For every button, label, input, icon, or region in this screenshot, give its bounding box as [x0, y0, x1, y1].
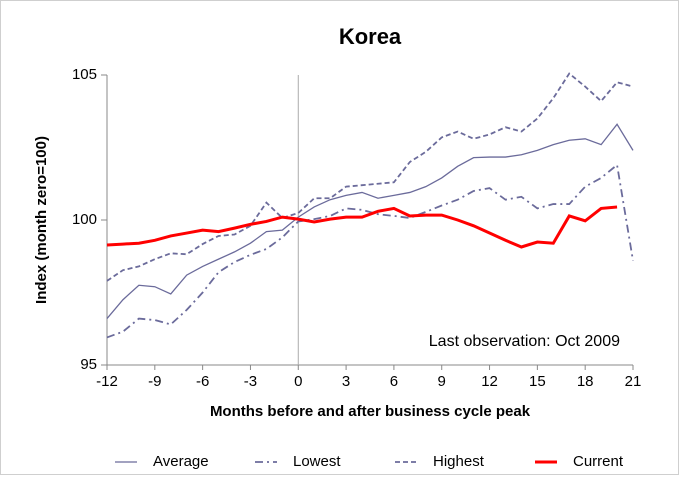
x-tick-label: 6: [390, 373, 398, 390]
series-line: [106, 72, 634, 282]
annotation: Last observation: Oct 2009: [429, 333, 620, 350]
y-axis-label: Index (month zero=100): [33, 136, 50, 304]
series-line: [106, 205, 618, 249]
x-tick-label: -9: [148, 373, 161, 390]
x-tick-label: -6: [196, 373, 209, 390]
x-tick-label: -12: [96, 373, 118, 390]
legend-label: Lowest: [293, 453, 341, 470]
x-tick-label: 0: [294, 373, 302, 390]
legend-label: Average: [153, 453, 209, 470]
y-tick-label: 105: [72, 66, 97, 83]
x-tick-label: 12: [481, 373, 498, 390]
x-tick-label: 9: [438, 373, 446, 390]
x-tick-label: 18: [577, 373, 594, 390]
series-line: [106, 163, 634, 339]
y-tick-label: 95: [80, 356, 97, 373]
chart-title: Korea: [339, 24, 402, 49]
x-tick-label: -3: [244, 373, 257, 390]
series-line: [106, 123, 634, 320]
legend-label: Current: [573, 453, 624, 470]
y-tick-label: 100: [72, 211, 97, 228]
x-tick-label: 3: [342, 373, 350, 390]
x-axis-label: Months before and after business cycle p…: [210, 403, 531, 420]
legend-label: Highest: [433, 453, 485, 470]
x-tick-label: 21: [625, 373, 642, 390]
x-tick-label: 15: [529, 373, 546, 390]
